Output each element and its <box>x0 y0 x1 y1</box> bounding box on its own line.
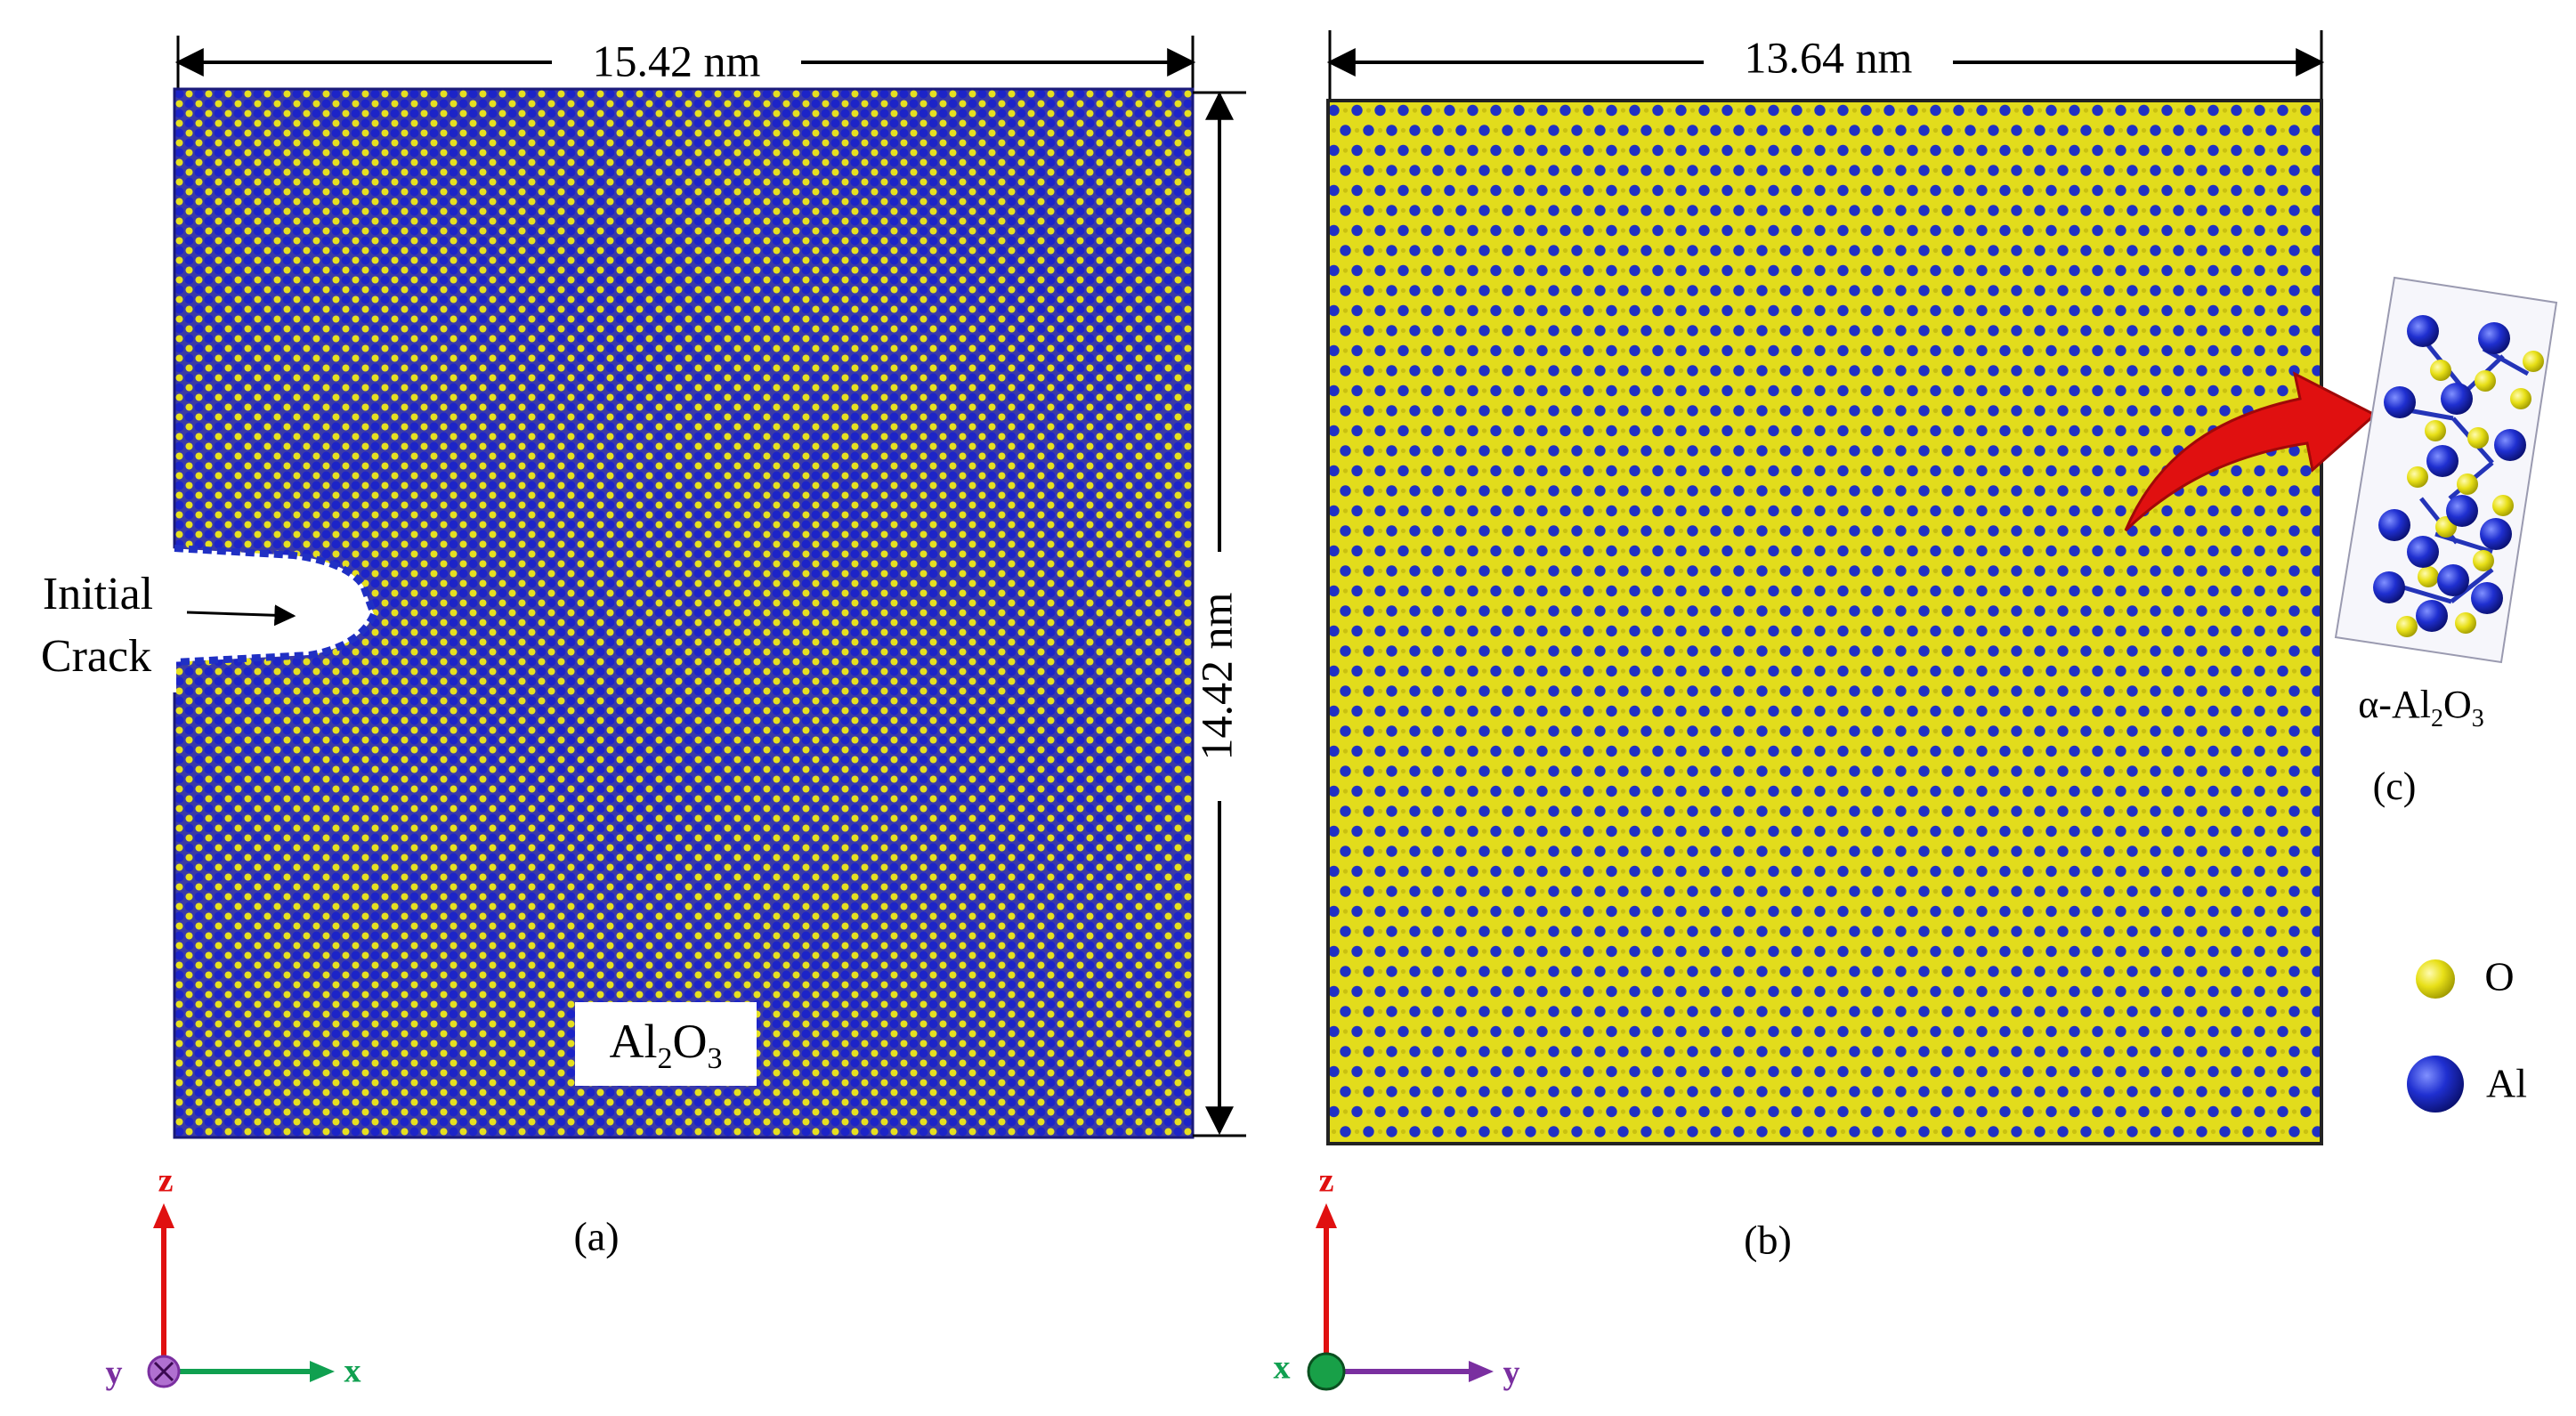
axis-z-arrowhead-b <box>1316 1203 1337 1228</box>
unit-cell-aluminum-atoms <box>2373 315 2526 632</box>
crack-pointer-arrow <box>186 604 296 627</box>
width-label-bg-b <box>1704 34 1953 87</box>
atom-lattice-b <box>1328 101 2321 1144</box>
axis-x-label-a: x <box>344 1353 361 1390</box>
material-label-box <box>575 1002 757 1086</box>
zoom-arrow-icon <box>2124 371 2378 532</box>
width-label-a: 15.42 nm <box>593 36 761 85</box>
axis-z-label-a: z <box>158 1162 174 1200</box>
axis-y-label-a: y <box>106 1355 123 1392</box>
panel-b: 13.64 nm (b) <box>1326 30 2378 1263</box>
height-label-bg-a <box>1195 552 1248 801</box>
axis-y-arrowhead-b <box>1469 1361 1494 1382</box>
crack-edge-atoms <box>174 545 378 666</box>
caption-a: (a) <box>573 1214 619 1259</box>
height-label-a: 14.42 nm <box>1191 592 1241 760</box>
axis-y-cross-2 <box>153 1361 174 1382</box>
axis-x-label-b: x <box>1274 1349 1291 1387</box>
crack-label-bg <box>18 561 176 692</box>
legend-oxygen-icon <box>2416 959 2455 999</box>
unit-cell-c: α-Al2O3 (c) <box>2334 276 2558 808</box>
unit-cell-label: α-Al2O3 <box>2358 683 2484 732</box>
width-label-bg-a <box>552 34 801 87</box>
crack-label-line1: Initial <box>43 569 153 619</box>
legend-aluminum-icon <box>2407 1056 2464 1113</box>
unit-cell-oxygen-atoms <box>2396 351 2544 637</box>
lattice-border-b <box>1326 99 2323 1145</box>
crack-label-line2: Crack <box>41 631 151 682</box>
panel-a: 15.42 nm Initial Crack 14.42 nm Al2O3 (a… <box>18 34 1248 1259</box>
initial-crack-notch <box>169 548 374 662</box>
axis-z-label-b: z <box>1319 1162 1334 1200</box>
axis-y-label-b: y <box>1503 1355 1520 1392</box>
axis-x-out-of-page-icon <box>1307 1352 1346 1391</box>
axes-triad-b: z y x <box>1274 1162 1520 1392</box>
axis-z-arrowhead-a <box>153 1203 174 1228</box>
caption-b: (b) <box>1744 1218 1792 1263</box>
legend: O Al <box>2407 954 2527 1113</box>
legend-aluminum-label: Al <box>2486 1061 2527 1106</box>
material-label: Al2O3 <box>610 1015 723 1075</box>
legend-oxygen-label: O <box>2484 954 2514 999</box>
axis-x-arrowhead-a <box>310 1361 335 1382</box>
axes-triad-a: z x y <box>106 1162 361 1392</box>
caption-c: (c) <box>2373 765 2417 808</box>
width-label-b: 13.64 nm <box>1745 32 1913 82</box>
